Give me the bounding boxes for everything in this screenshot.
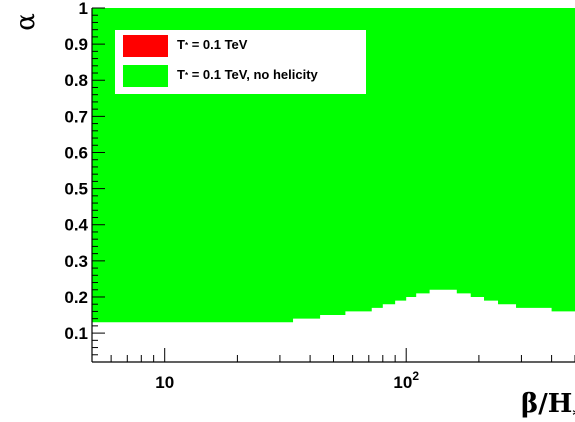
legend-label-rest: = 0.1 TeV, no helicity bbox=[188, 67, 318, 82]
x-tick-label: 102 bbox=[393, 369, 419, 392]
x-tick-label-exponent: 2 bbox=[412, 369, 419, 383]
legend-label-0: T* = 0.1 TeV bbox=[177, 37, 248, 52]
legend-swatch-0 bbox=[123, 35, 168, 57]
legend-label-1: T* = 0.1 TeV, no helicity bbox=[177, 67, 319, 82]
y-tick-label: 1 bbox=[79, 0, 88, 18]
y-tick-label: 0.1 bbox=[64, 324, 88, 343]
legend-label-main: T bbox=[177, 37, 185, 52]
y-tick-label: 0.8 bbox=[64, 71, 88, 90]
y-tick-label: 0.4 bbox=[64, 216, 88, 235]
y-tick-label: 0.9 bbox=[64, 35, 88, 54]
legend-label-subscript: * bbox=[185, 41, 189, 50]
y-axis-title: α bbox=[11, 13, 41, 31]
x-axis-tick-labels: 10 102 bbox=[155, 369, 419, 392]
y-tick-label: 0.2 bbox=[64, 288, 88, 307]
legend-swatch-1 bbox=[123, 65, 168, 87]
y-tick-label: 0.5 bbox=[64, 180, 88, 199]
x-axis-title-main: β/H bbox=[521, 389, 572, 419]
y-axis-tick-labels: 0.1 0.2 0.3 0.4 0.5 0.6 0.7 0.8 0.9 1 bbox=[64, 0, 88, 343]
y-tick-label: 0.7 bbox=[64, 107, 88, 126]
legend-label-rest: = 0.1 TeV bbox=[188, 37, 248, 52]
legend-label-subscript: * bbox=[185, 71, 189, 80]
x-tick-label-base: 10 bbox=[155, 373, 174, 392]
x-tick-label: 10 bbox=[155, 373, 174, 392]
y-tick-label: 0.3 bbox=[64, 252, 88, 271]
x-axis-title-subscript: * bbox=[572, 406, 575, 422]
y-tick-label: 0.6 bbox=[64, 143, 88, 162]
y-axis-ticks bbox=[92, 7, 105, 363]
x-tick-label-base: 10 bbox=[393, 373, 412, 392]
legend-label-main: T bbox=[177, 67, 185, 82]
x-axis-ticks bbox=[91, 348, 575, 362]
x-axis-title: β/H* bbox=[521, 389, 575, 422]
